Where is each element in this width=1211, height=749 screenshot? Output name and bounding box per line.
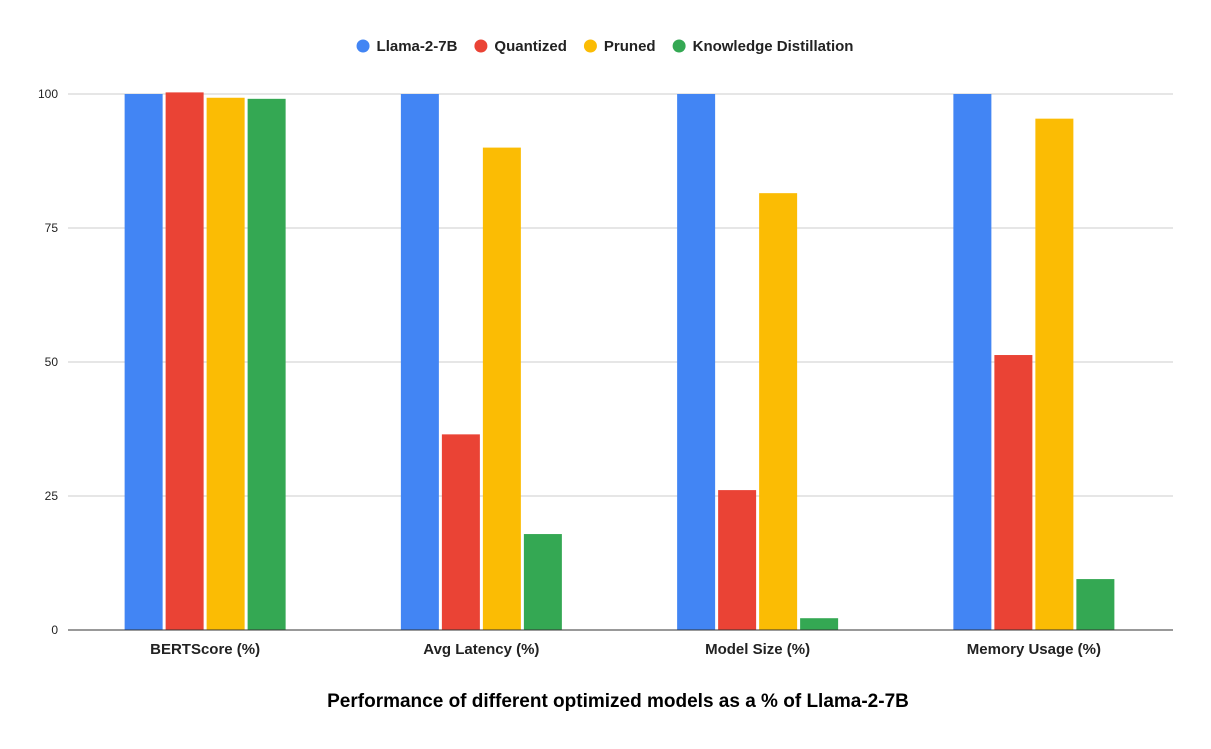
y-axis-ticks: 0 25 50 75 100 — [38, 87, 58, 637]
bar — [994, 355, 1033, 630]
legend-label: Quantized — [494, 38, 567, 55]
bar — [206, 97, 245, 630]
bar — [953, 94, 992, 630]
bars — [124, 92, 1115, 631]
legend-label: Pruned — [604, 38, 656, 55]
bar — [441, 434, 480, 630]
bar — [677, 94, 716, 630]
legend-item: Pruned — [583, 38, 656, 55]
bar — [759, 193, 798, 630]
legend-item: Knowledge Distillation — [672, 38, 854, 55]
bar — [523, 534, 562, 630]
legend-swatch — [583, 39, 597, 53]
bar — [124, 94, 163, 630]
bar — [800, 618, 839, 630]
chart-title: Performance of different optimized model… — [327, 691, 909, 712]
legend-label: Knowledge Distillation — [693, 38, 854, 55]
x-tick-label: Memory Usage (%) — [967, 641, 1101, 658]
legend-label: Llama-2-7B — [377, 38, 458, 55]
bar — [482, 147, 521, 630]
legend-item: Llama-2-7B — [356, 38, 458, 55]
x-tick-label: BERTScore (%) — [150, 641, 260, 658]
x-axis-category-labels: BERTScore (%) Avg Latency (%) Model Size (… — [150, 641, 1101, 658]
legend-swatch — [356, 39, 370, 53]
y-tick-label: 25 — [45, 489, 59, 503]
legend: Llama-2-7B Quantized Pruned Knowledge Disti… — [356, 38, 854, 55]
x-tick-label: Model Size (%) — [705, 641, 810, 658]
y-tick-label: 100 — [38, 87, 58, 101]
bar — [718, 490, 757, 630]
bar — [1035, 118, 1074, 630]
legend-item: Quantized — [474, 38, 567, 55]
bar — [400, 94, 439, 630]
bar — [247, 98, 286, 631]
bar — [165, 92, 204, 631]
legend-swatch — [672, 39, 686, 53]
y-tick-label: 50 — [45, 355, 59, 369]
x-tick-label: Avg Latency (%) — [423, 641, 539, 658]
legend-swatch — [474, 39, 488, 53]
bar — [1076, 579, 1115, 630]
y-tick-label: 0 — [51, 623, 58, 637]
y-tick-label: 75 — [45, 221, 59, 235]
